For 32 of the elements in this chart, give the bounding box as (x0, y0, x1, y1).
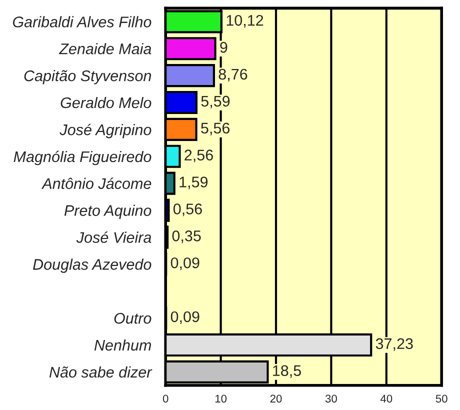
data-label: 8,76 (218, 68, 248, 82)
data-label: 18,5 (273, 365, 301, 378)
data-label: 5,56 (201, 122, 230, 136)
x-tick-label: 0 (162, 394, 168, 403)
data-label: 0,35 (172, 230, 201, 244)
y-tick-label: Douglas Azevedo (33, 258, 152, 273)
y-tick-label: Não sabe dizer (49, 366, 152, 378)
y-tick-label: Zenaide Maia (58, 43, 152, 54)
x-tick-label: 10 (215, 394, 227, 403)
data-label: 1,59 (180, 176, 208, 190)
y-tick-label: Preto Aquino (64, 204, 152, 219)
data-label: 0,09 (170, 257, 200, 270)
y-tick-label: Garibaldi Alves Filho (12, 16, 152, 28)
data-label: 0,09 (170, 311, 200, 324)
x-tick-label: 50 (436, 394, 448, 403)
y-tick-label: Geraldo Melo (60, 96, 152, 108)
y-tick-label: Capitão Styvenson (24, 70, 152, 84)
data-label: 10,12 (226, 14, 264, 28)
data-label: 0,56 (173, 204, 202, 216)
data-label: 9 (220, 42, 228, 53)
data-label: 37,23 (376, 338, 413, 351)
data-label: 2,56 (184, 150, 213, 162)
y-tick-label: Magnólia Figueiredo (14, 150, 152, 166)
y-tick-label: Nenhum (94, 339, 152, 351)
y-tick-label: Outro (114, 312, 152, 324)
x-tick-label: 20 (270, 394, 282, 403)
x-tick-label: 30 (325, 394, 337, 403)
y-tick-label: José Vieira (76, 232, 152, 243)
x-tick-label: 40 (380, 394, 392, 403)
y-tick-label: José Agripino (60, 124, 152, 138)
data-label: 5,59 (201, 96, 230, 108)
y-tick-label: Antônio Jácome (41, 178, 152, 190)
